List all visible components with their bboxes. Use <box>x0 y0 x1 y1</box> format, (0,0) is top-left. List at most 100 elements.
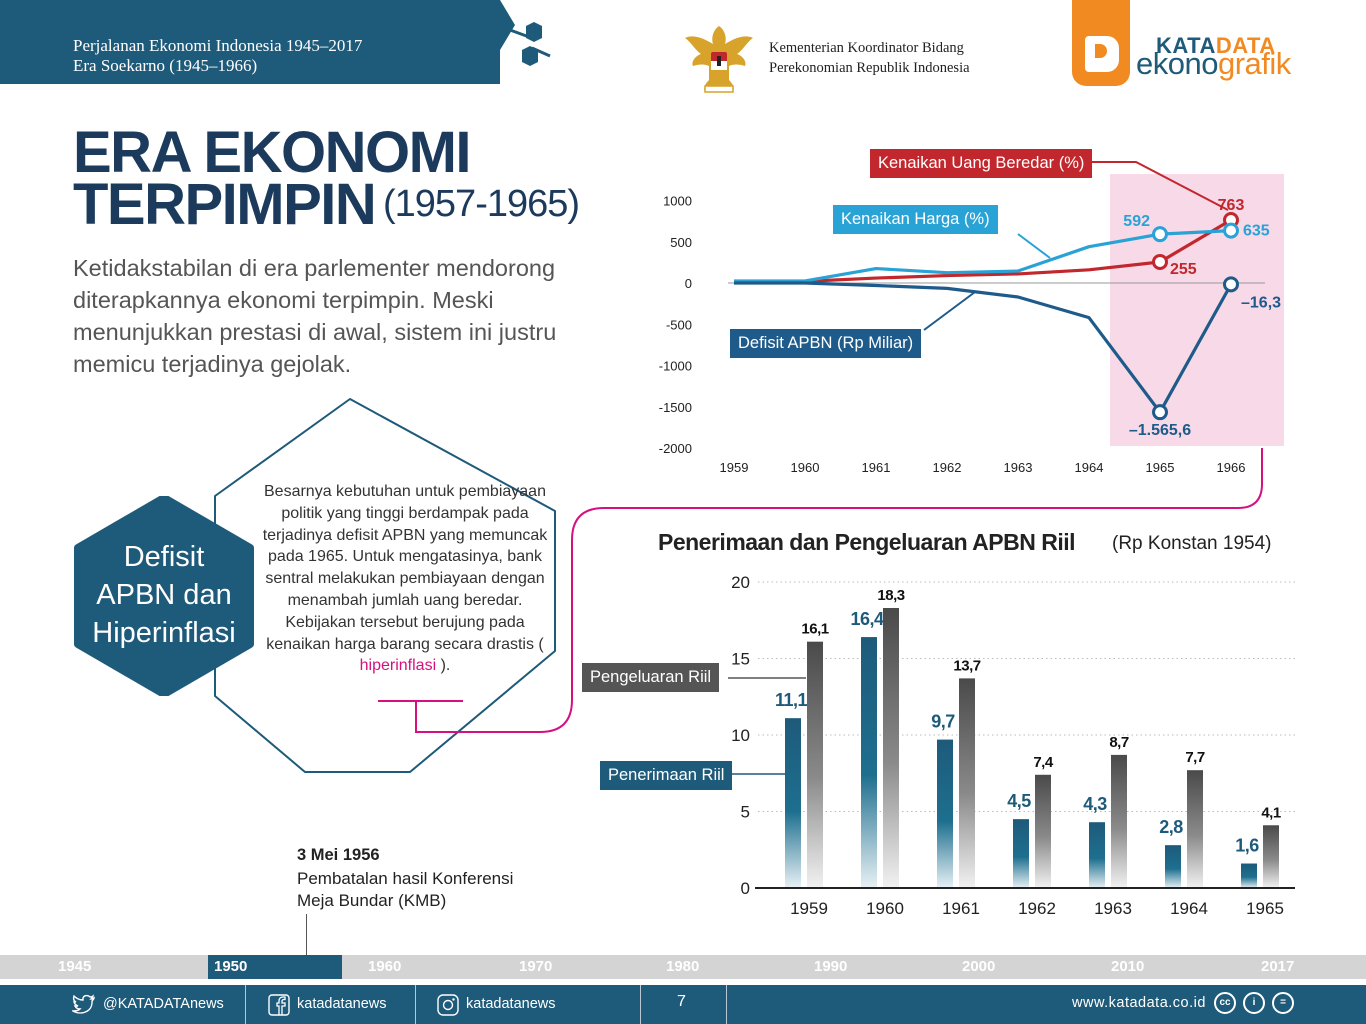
header-band: Perjalanan Ekonomi Indonesia 1945–2017 E… <box>0 0 500 84</box>
timeline-label-2000[interactable]: 2000 <box>962 958 996 975</box>
line-chart: 255 763 592 635 –1.565,6 –16,3 1000 500 0 -500 -1… <box>659 161 1284 475</box>
series-line-2 <box>734 281 1233 414</box>
point-value-label: 763 <box>1218 197 1245 214</box>
explainer-text: Besarnya kebutuhan untuk pembiayaan poli… <box>260 481 550 677</box>
section-label: Defisit APBN dan Hiperinflasi <box>72 538 256 652</box>
facebook-icon[interactable] <box>268 994 290 1016</box>
y-tick-label: 15 <box>731 650 750 669</box>
y-tick-label: 5 <box>741 803 750 822</box>
bar-value-label: 13,7 <box>953 657 980 674</box>
hexagon-decoration-icon <box>470 0 551 66</box>
point-value-label: 635 <box>1243 223 1270 240</box>
x-tick-label: 1965 <box>1246 899 1284 918</box>
bar-value-label: 16,4 <box>850 609 884 629</box>
event-marker <box>306 914 307 956</box>
series-title: Perjalanan Ekonomi Indonesia 1945–2017 <box>73 36 363 55</box>
x-tick-label: 1961 <box>862 460 891 475</box>
website-url[interactable]: www.katadata.co.id <box>1072 995 1206 1011</box>
instagram-handle[interactable]: katadatanews <box>466 996 556 1012</box>
page-title-line-1: ERA EKONOMI <box>73 120 472 185</box>
ministry-name: Kementerian Koordinator Bidang Perekonom… <box>769 38 970 78</box>
y-tick-label: -2000 <box>659 441 692 456</box>
footer-divider <box>726 985 727 1024</box>
x-tick-label: 1960 <box>866 899 904 918</box>
garuda-emblem-icon <box>685 26 753 93</box>
x-tick-label: 1964 <box>1075 460 1104 475</box>
x-tick-label: 1962 <box>1018 899 1056 918</box>
legend-defisit-apbn: Defisit APBN (Rp Miliar) <box>730 329 922 358</box>
highlight-1965-1966 <box>1110 174 1284 446</box>
series-point-0 <box>1152 253 1168 270</box>
logo-data-text: DATA <box>1215 33 1276 58</box>
event-text-line-1: Pembatalan hasil Konferensi <box>297 869 514 888</box>
bar-penerimaan <box>861 637 877 888</box>
timeline-label-1990[interactable]: 1990 <box>814 958 848 975</box>
x-tick-label: 1959 <box>790 899 828 918</box>
explainer-body: Besarnya kebutuhan untuk pembiayaan poli… <box>262 483 548 653</box>
series-point-2 <box>1223 276 1239 293</box>
legend-penerimaan-riil: Penerimaan Riil <box>600 761 733 790</box>
bar-value-label: 11,1 <box>775 690 808 710</box>
point-value-label: –16,3 <box>1241 294 1281 311</box>
event-date: 3 Mei 1956 <box>297 846 380 864</box>
bar-chart-subtitle: (Rp Konstan 1954) <box>1112 533 1272 554</box>
intro-paragraph: Ketidakstabilan di era parlementer mendo… <box>73 255 557 377</box>
legend-kenaikan-uang-beredar: Kenaikan Uang Beredar (%) <box>870 149 1093 178</box>
leader-harga <box>1017 233 1051 259</box>
series-point-1 <box>1152 226 1168 243</box>
twitter-handle[interactable]: @KATADATAnews <box>103 996 224 1012</box>
no-derivatives-icon: = <box>1272 992 1294 1014</box>
bar-value-label: 7,4 <box>1033 754 1054 771</box>
bar-pengeluaran <box>959 678 975 888</box>
leader-uang-beredar <box>1092 161 1229 211</box>
timeline-label-1945[interactable]: 1945 <box>58 958 92 975</box>
point-value-label: –1.565,6 <box>1129 422 1191 439</box>
timeline-label-1980[interactable]: 1980 <box>666 958 700 975</box>
timeline-label-2017[interactable]: 2017 <box>1261 958 1295 975</box>
logo-kata-text: KATA <box>1156 33 1216 58</box>
bar-value-label: 9,7 <box>931 712 955 732</box>
era-title: Era Soekarno (1945–1966) <box>73 56 258 75</box>
twitter-icon[interactable] <box>72 994 96 1016</box>
x-tick-label: 1963 <box>1094 899 1132 918</box>
x-tick-label: 1963 <box>1004 460 1033 475</box>
page-title-line-2: TERPIMPIN <box>73 172 377 237</box>
legend-pengeluaran-riil: Pengeluaran Riil <box>582 663 720 692</box>
x-tick-label: 1962 <box>933 460 962 475</box>
ekonografik-wordmark: ekonografik <box>1136 46 1291 82</box>
x-tick-label: 1961 <box>942 899 980 918</box>
y-tick-label: 0 <box>741 879 750 898</box>
section-label-line-1: Defisit <box>123 541 205 573</box>
bar-penerimaan <box>937 739 953 888</box>
legend-kenaikan-harga: Kenaikan Harga (%) <box>833 205 998 234</box>
bar-value-label: 4,5 <box>1007 791 1031 811</box>
bar-value-label: 7,7 <box>1185 749 1205 766</box>
timeline-label-1950[interactable]: 1950 <box>214 958 248 975</box>
footer-divider <box>245 985 246 1024</box>
bar-value-label: 2,8 <box>1159 817 1183 837</box>
timeline-active-segment[interactable] <box>208 955 342 979</box>
event-description: Pembatalan hasil Konferensi Meja Bundar … <box>297 868 513 912</box>
facebook-handle[interactable]: katadatanews <box>297 996 387 1012</box>
logo-grafik-text: grafik <box>1217 46 1291 81</box>
y-tick-label: -1500 <box>659 400 692 415</box>
katadata-d-icon <box>1085 36 1119 72</box>
bar-value-label: 18,3 <box>877 587 904 604</box>
series-line-0 <box>734 218 1232 283</box>
y-tick-label: 0 <box>685 276 692 291</box>
bar-value-label: 16,1 <box>801 621 828 638</box>
event-text-line-2: Meja Bundar (KMB) <box>297 891 447 910</box>
explainer-end: ). <box>440 657 451 675</box>
series-point-2 <box>1152 404 1168 421</box>
bar-penerimaan <box>1089 822 1105 888</box>
x-tick-label: 1966 <box>1217 460 1246 475</box>
x-tick-label: 1959 <box>720 460 749 475</box>
x-tick-label: 1965 <box>1146 460 1175 475</box>
timeline-label-1970[interactable]: 1970 <box>519 958 553 975</box>
instagram-icon[interactable] <box>437 994 459 1016</box>
timeline-label-1960[interactable]: 1960 <box>368 958 402 975</box>
x-tick-label: 1960 <box>791 460 820 475</box>
timeline-label-2010[interactable]: 2010 <box>1111 958 1145 975</box>
hiperinflasi-highlight: hiperinflasi <box>359 657 437 675</box>
bar-pengeluaran <box>883 608 899 888</box>
